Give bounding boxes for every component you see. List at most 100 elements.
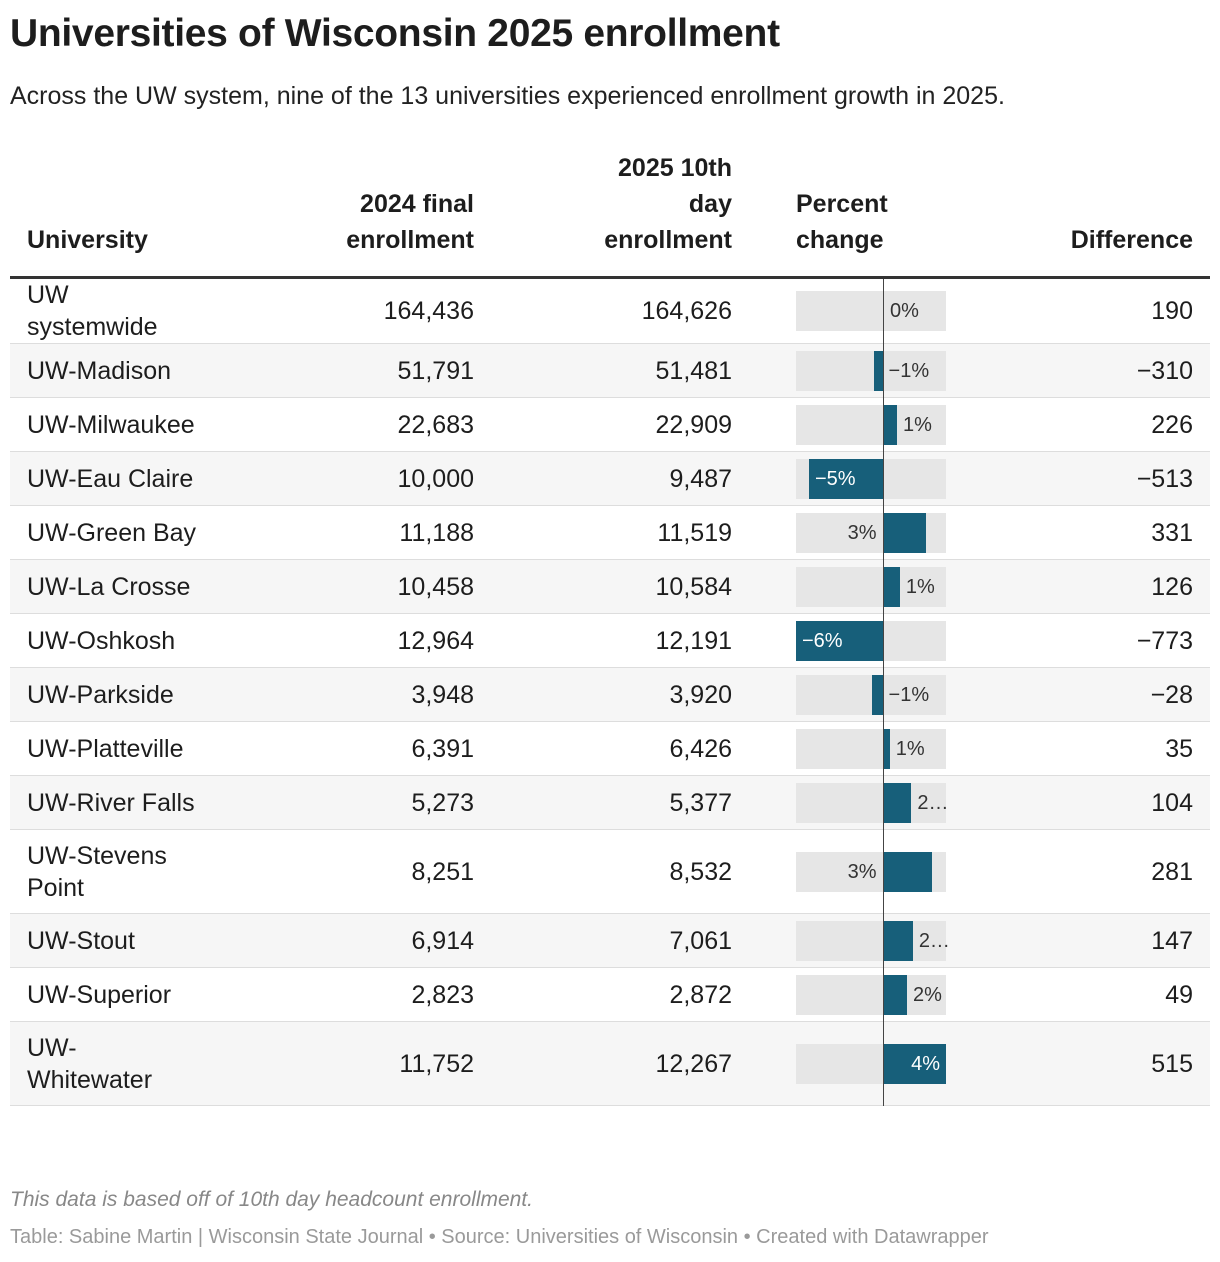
university: UW-Madison <box>10 343 310 398</box>
university: UW-River Falls <box>10 775 310 830</box>
column-header-text: 2025 10th day enrollment <box>604 154 732 254</box>
value-2024: 164,436 <box>310 277 491 344</box>
bar <box>882 512 926 553</box>
bar-track: 2% <box>796 974 946 1015</box>
percent-label: −1% <box>888 683 930 706</box>
percent-cell: 2% <box>749 967 980 1022</box>
percent-cell: 0% <box>749 277 980 344</box>
table-row: UW-Stevens Point 8,251 8,532 3% 281 <box>10 829 1210 914</box>
university: UW systemwide <box>10 277 310 344</box>
value-2024: 10,458 <box>310 559 491 614</box>
table-row: UW-Madison 51,791 51,481 −1% −310 <box>10 343 1210 398</box>
percent-cell: −1% <box>749 667 980 722</box>
university: UW-Milwaukee <box>10 397 310 452</box>
value-2024: 12,964 <box>310 613 491 668</box>
value-2024: 22,683 <box>310 397 491 452</box>
credit: Table: Sabine Martin | Wisconsin State J… <box>10 1226 989 1248</box>
value-2025: 51,481 <box>491 343 749 398</box>
bar <box>872 674 883 715</box>
percent-label: 3% <box>847 521 877 544</box>
bar-track: 2… <box>796 782 949 823</box>
percent-cell: 1% <box>749 559 980 614</box>
percent-label: 1% <box>895 737 925 760</box>
value-2024: 6,391 <box>310 721 491 776</box>
table-row: UW-Superior 2,823 2,872 2% 49 <box>10 967 1210 1022</box>
value-2024: 2,823 <box>310 967 491 1022</box>
difference: −310 <box>980 343 1210 398</box>
percent-cell: 3% <box>749 829 980 914</box>
bar-track: 0% <box>796 291 946 331</box>
bar-track: 2… <box>796 920 950 961</box>
percent-cell: −5% <box>749 451 980 506</box>
value-2024: 8,251 <box>310 829 491 914</box>
difference: 515 <box>980 1021 1210 1106</box>
percent-label: 0% <box>889 300 919 322</box>
percent-cell: 1% <box>749 397 980 452</box>
bar <box>882 920 913 961</box>
zero-line <box>882 614 885 668</box>
percent-label: 2% <box>913 983 942 1006</box>
value-2024: 51,791 <box>310 343 491 398</box>
value-2025: 9,487 <box>491 451 749 506</box>
note: This data is based off of 10th day headc… <box>10 1188 534 1211</box>
zero-line <box>882 722 885 776</box>
percent-cell: −1% <box>749 343 980 398</box>
bar-track: −1% <box>796 350 946 391</box>
bar-track: −6% <box>796 620 946 661</box>
value-2025: 3,920 <box>491 667 749 722</box>
column-header: 2024 final enrollment <box>310 150 491 279</box>
value-2024: 10,000 <box>310 451 491 506</box>
bar <box>808 458 883 499</box>
university: UW-​Whitewater <box>10 1021 310 1106</box>
table-row: UW systemwide 164,436 164,626 0% 190 <box>10 277 1210 344</box>
zero-line <box>882 776 885 830</box>
percent-cell: 2… <box>749 775 980 830</box>
difference: −513 <box>980 451 1210 506</box>
value-2025: 2,872 <box>491 967 749 1022</box>
zero-line <box>882 830 885 914</box>
zero-line <box>882 279 885 344</box>
university: UW-Stout <box>10 913 310 968</box>
university: UW-Parkside <box>10 667 310 722</box>
percent-label: −5% <box>814 467 856 490</box>
table-body: UW systemwide 164,436 164,626 0% 190 UW-Madis… <box>10 277 1210 1106</box>
percent-label: 3% <box>847 860 877 883</box>
percent-label: 1% <box>905 575 935 598</box>
value-2025: 7,061 <box>491 913 749 968</box>
bar-track: 3% <box>796 512 946 553</box>
value-2024: 3,948 <box>310 667 491 722</box>
column-header: Percent change <box>749 150 980 279</box>
zero-line <box>882 560 885 614</box>
zero-line <box>882 506 885 560</box>
difference: 147 <box>980 913 1210 968</box>
value-2025: 11,519 <box>491 505 749 560</box>
table-row: UW-​Whitewater 11,752 12,267 4% 515 <box>10 1021 1210 1106</box>
university: UW-La Crosse <box>10 559 310 614</box>
university: UW-Eau Claire <box>10 451 310 506</box>
bar-track: −5% <box>796 458 946 499</box>
bar <box>882 566 900 607</box>
value-2024: 5,273 <box>310 775 491 830</box>
university: UW-Oshkosh <box>10 613 310 668</box>
value-2024: 11,188 <box>310 505 491 560</box>
zero-line <box>882 968 885 1022</box>
table-row: UW-Milwaukee 22,683 22,909 1% 226 <box>10 397 1210 452</box>
bar-track: 1% <box>796 404 946 445</box>
bar-track: 4% <box>796 1043 946 1084</box>
difference: 331 <box>980 505 1210 560</box>
value-2025: 12,191 <box>491 613 749 668</box>
column-header: 2025 10th day enrollment <box>491 150 749 279</box>
percent-cell: 3% <box>749 505 980 560</box>
column-header: Difference <box>980 150 1210 279</box>
bar-track: −1% <box>796 674 946 715</box>
percent-label: 2… <box>917 791 949 814</box>
table-row: UW-Parkside 3,948 3,920 −1% −28 <box>10 667 1210 722</box>
university: UW-Stevens Point <box>10 829 310 914</box>
zero-line <box>882 668 885 722</box>
difference: 190 <box>980 277 1210 344</box>
bar-track: 1% <box>796 728 946 769</box>
difference: −773 <box>980 613 1210 668</box>
percent-label: −6% <box>802 629 843 652</box>
table-row: UW-Oshkosh 12,964 12,191 −6% −773 <box>10 613 1210 668</box>
